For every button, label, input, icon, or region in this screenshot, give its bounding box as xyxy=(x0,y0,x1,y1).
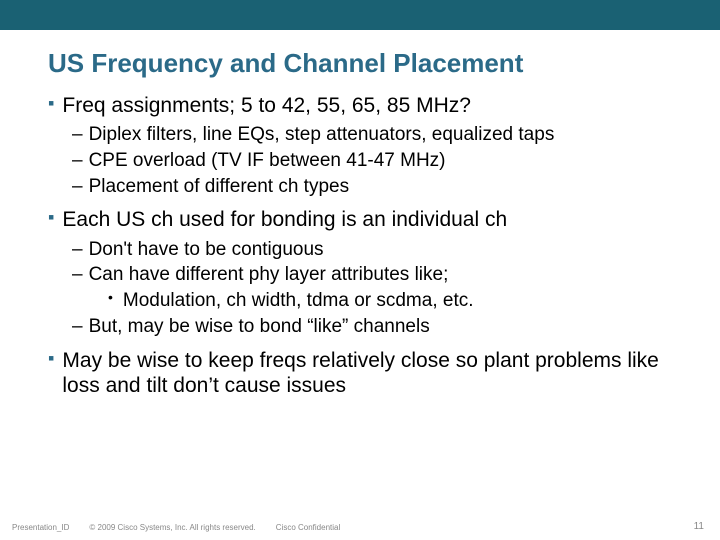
square-bullet-icon: ▪ xyxy=(48,348,54,370)
bullet-text: Modulation, ch width, tdma or scdma, etc… xyxy=(123,289,474,313)
bullet-text: May be wise to keep freqs relatively clo… xyxy=(62,348,672,398)
slide-footer: Presentation_ID © 2009 Cisco Systems, In… xyxy=(12,523,708,532)
bullet-text: Freq assignments; 5 to 42, 55, 65, 85 MH… xyxy=(62,93,471,118)
bullet-text: Placement of different ch types xyxy=(89,175,350,199)
bullet-text: Can have different phy layer attributes … xyxy=(89,263,449,287)
bullet-text: But, may be wise to bond “like” channels xyxy=(89,315,430,339)
bullet-level1: ▪ Freq assignments; 5 to 42, 55, 65, 85 … xyxy=(48,85,672,122)
bullet-level2: – Diplex filters, line EQs, step attenua… xyxy=(48,122,672,148)
square-bullet-icon: ▪ xyxy=(48,93,54,115)
bullet-level1: ▪ May be wise to keep freqs relatively c… xyxy=(48,340,672,402)
bullet-level2: – Placement of different ch types xyxy=(48,174,672,200)
presentation-id: Presentation_ID xyxy=(12,523,69,532)
dot-bullet-icon: • xyxy=(108,289,113,307)
dash-icon: – xyxy=(72,123,83,147)
dash-icon: – xyxy=(72,149,83,173)
square-bullet-icon: ▪ xyxy=(48,207,54,229)
bullet-level2: – But, may be wise to bond “like” channe… xyxy=(48,314,672,340)
header-bar xyxy=(0,0,720,30)
slide-title: US Frequency and Channel Placement xyxy=(0,30,720,83)
page-number: 11 xyxy=(694,521,704,532)
bullet-text: CPE overload (TV IF between 41-47 MHz) xyxy=(89,149,446,173)
bullet-level1: ▪ Each US ch used for bonding is an indi… xyxy=(48,199,672,236)
dash-icon: – xyxy=(72,263,83,287)
bullet-text: Diplex filters, line EQs, step attenuato… xyxy=(89,123,555,147)
bullet-text: Each US ch used for bonding is an indivi… xyxy=(62,207,507,232)
confidential-text: Cisco Confidential xyxy=(276,523,340,532)
bullet-level3: • Modulation, ch width, tdma or scdma, e… xyxy=(48,288,672,314)
bullet-level2: – Don't have to be contiguous xyxy=(48,237,672,263)
copyright-text: © 2009 Cisco Systems, Inc. All rights re… xyxy=(89,523,255,532)
bullet-level2: – Can have different phy layer attribute… xyxy=(48,262,672,288)
bullet-text: Don't have to be contiguous xyxy=(89,238,324,262)
bullet-level2: – CPE overload (TV IF between 41-47 MHz) xyxy=(48,148,672,174)
dash-icon: – xyxy=(72,315,83,339)
dash-icon: – xyxy=(72,175,83,199)
dash-icon: – xyxy=(72,238,83,262)
slide-content: ▪ Freq assignments; 5 to 42, 55, 65, 85 … xyxy=(0,83,720,402)
